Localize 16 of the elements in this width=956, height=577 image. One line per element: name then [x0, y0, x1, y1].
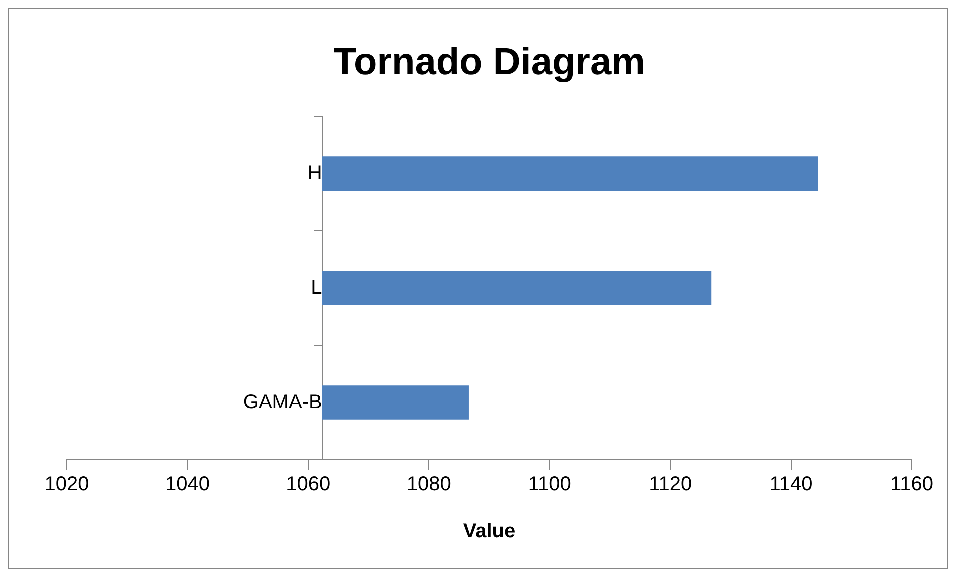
x-tick-label: 1020 [44, 474, 90, 496]
x-tick-label: 1160 [890, 474, 934, 496]
x-axis-title: Value [463, 520, 516, 543]
x-tick-label: 1060 [286, 474, 331, 496]
bar [322, 386, 469, 420]
chart-title: Tornado Diagram [334, 41, 646, 84]
bar [322, 271, 712, 306]
x-tick-label: 1080 [406, 474, 452, 496]
x-tick-label: 1040 [165, 474, 210, 496]
y-tick-label: GAMA-B [243, 391, 322, 414]
x-tick-label: 1140 [770, 474, 813, 496]
bar [322, 156, 818, 192]
y-tick-label: L [311, 276, 322, 299]
x-tick-label: 1120 [649, 474, 692, 496]
x-tick-label: 1100 [528, 474, 572, 496]
y-tick-label: H [308, 162, 322, 184]
